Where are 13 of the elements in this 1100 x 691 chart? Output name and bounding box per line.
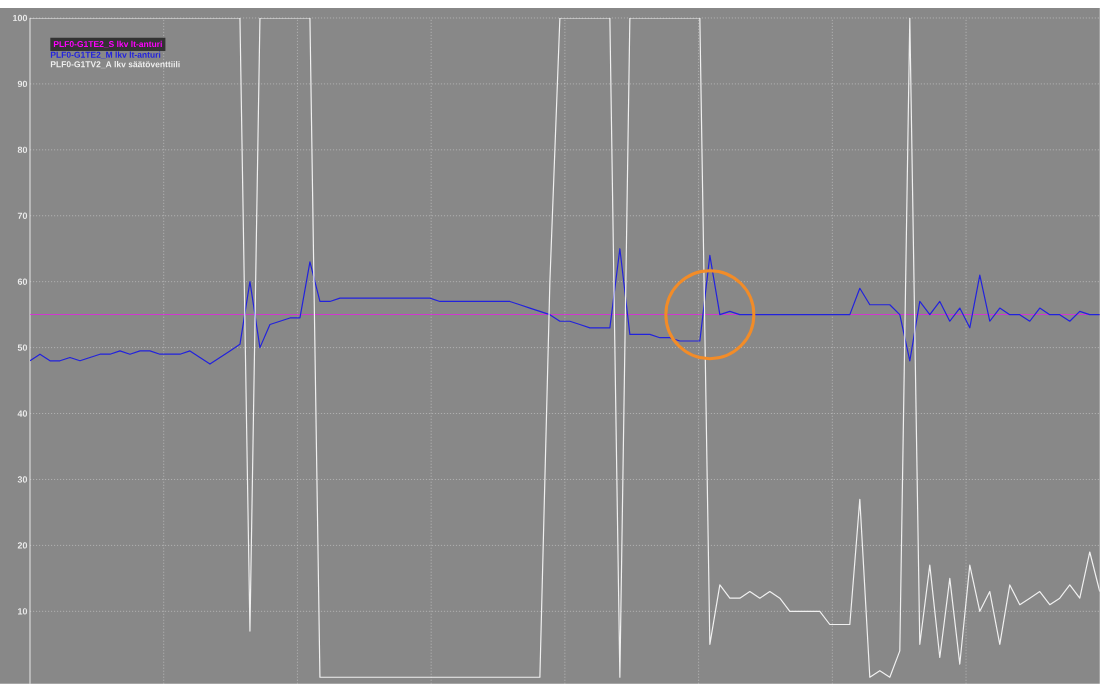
y-tick-label: 20 (17, 542, 28, 549)
y-tick-label: 60 (17, 278, 28, 286)
y-tick-label: 50 (17, 344, 28, 351)
y-tick-label: 30 (17, 476, 28, 483)
y-tick-label: 70 (17, 212, 28, 220)
y-tick-label: 10 (18, 608, 28, 615)
y-tick-label: 80 (17, 146, 28, 154)
y-tick-label: 100 (13, 14, 28, 22)
text: PLF0-G1TE2_S lkv lt-anturi (53, 40, 162, 49)
y-tick-label: 90 (17, 80, 28, 88)
y-tick-label: 40 (17, 410, 28, 417)
text: PLF0-G1TV2_A lkv säätöventtiili (50, 61, 180, 69)
text: PLF0-G1TE2_M lkv lt-anturi (50, 51, 161, 59)
